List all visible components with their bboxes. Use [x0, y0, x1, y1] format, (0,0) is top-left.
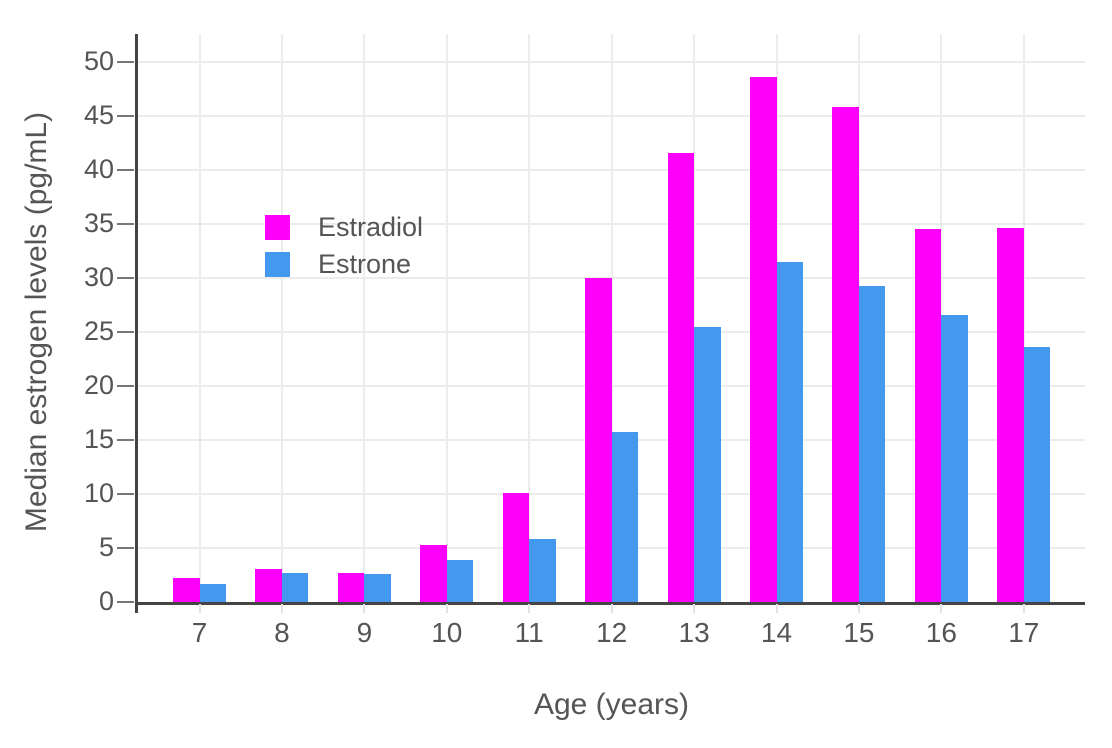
bar-estradiol-age-8[interactable] — [255, 568, 282, 602]
bar-estrone-age-17[interactable] — [1023, 347, 1051, 602]
x-tick-label-9: 9 — [356, 617, 373, 648]
gridline-x-9 — [363, 34, 366, 602]
x-tick-label-13: 13 — [678, 617, 710, 648]
y-tick-label-30: 30 — [83, 262, 114, 293]
y-tick-label-45: 45 — [83, 100, 114, 131]
legend: Estradiol Estrone — [265, 212, 424, 289]
y-tick-label-40: 40 — [83, 154, 114, 185]
gridline-x-10 — [445, 34, 448, 602]
y-tick-mark-50 — [117, 61, 134, 64]
x-tick-mark-16 — [940, 604, 943, 613]
y-tick-mark-40 — [117, 169, 134, 172]
legend-item-estradiol[interactable]: Estradiol — [265, 212, 424, 242]
y-tick-label-15: 15 — [83, 424, 114, 455]
bar-estrone-age-14[interactable] — [776, 261, 803, 602]
bar-estradiol-age-9[interactable] — [337, 572, 365, 602]
gridline-x-12 — [610, 34, 613, 602]
x-tick-label-11: 11 — [514, 617, 544, 648]
gridline-x-7 — [198, 34, 201, 602]
y-tick-label-50: 50 — [83, 46, 114, 77]
bar-estrone-age-10[interactable] — [446, 559, 474, 602]
x-tick-mark-9 — [363, 604, 366, 613]
y-tick-mark-0 — [117, 601, 134, 603]
y-tick-mark-15 — [117, 439, 134, 442]
y-tick-label-35: 35 — [83, 208, 114, 239]
bar-estradiol-age-7[interactable] — [173, 578, 200, 602]
bar-estradiol-age-16[interactable] — [914, 229, 942, 602]
y-tick-mark-20 — [117, 385, 134, 388]
x-tick-mark-7 — [198, 604, 201, 613]
y-tick-mark-35 — [117, 223, 134, 226]
x-tick-label-15: 15 — [843, 617, 875, 648]
bar-estradiol-age-13[interactable] — [667, 152, 695, 602]
x-tick-mark-8 — [280, 604, 283, 613]
x-tick-label-7: 7 — [191, 617, 208, 648]
y-axis-title: Median estrogen levels (pg/mL) — [20, 111, 53, 533]
y-tick-label-0: 0 — [98, 586, 114, 616]
bar-estradiol-age-10[interactable] — [420, 544, 447, 602]
gridline-x-11 — [528, 34, 531, 602]
x-axis-line — [135, 602, 1085, 605]
x-tick-label-10: 10 — [431, 617, 463, 648]
bar-estrone-age-8[interactable] — [281, 572, 309, 602]
y-tick-mark-10 — [117, 493, 134, 495]
x-tick-mark-12 — [610, 604, 613, 613]
x-axis-title: Age (years) — [533, 688, 690, 721]
legend-label-estradiol: Estradiol — [318, 212, 424, 242]
x-tick-mark-11 — [528, 604, 531, 613]
x-tick-label-14: 14 — [760, 617, 793, 648]
bar-estrone-age-9[interactable] — [364, 573, 391, 602]
x-tick-mark-15 — [857, 604, 860, 613]
x-tick-label-8: 8 — [274, 617, 290, 648]
y-tick-label-25: 25 — [83, 316, 114, 347]
x-tick-label-16: 16 — [925, 617, 957, 648]
bar-estrone-age-13[interactable] — [694, 326, 721, 602]
gridline-x-8 — [280, 34, 283, 602]
legend-swatch-estradiol-icon — [265, 215, 290, 240]
bar-estrone-age-15[interactable] — [858, 285, 886, 602]
y-tick-label-5: 5 — [98, 532, 114, 562]
y-axis-line — [135, 34, 138, 613]
plot-area: Estradiol Estrone 0 5 10 15 20 25 30 35 40 45 50 7 8… — [84, 34, 1085, 648]
bar-estrone-age-7[interactable] — [199, 583, 226, 602]
x-tick-label-17: 17 — [1008, 617, 1040, 648]
x-tick-label-12: 12 — [596, 617, 628, 648]
bar-estradiol-age-15[interactable] — [832, 107, 859, 602]
gridline-x-13 — [693, 34, 696, 602]
y-tick-mark-25 — [117, 331, 134, 334]
y-tick-label-10: 10 — [83, 478, 114, 508]
x-tick-mark-14 — [775, 604, 778, 613]
y-tick-mark-30 — [117, 277, 134, 280]
legend-swatch-estrone-icon — [265, 252, 290, 277]
legend-label-estrone: Estrone — [318, 249, 412, 279]
bar-estrone-age-16[interactable] — [941, 314, 968, 602]
bar-estradiol-age-12[interactable] — [585, 278, 612, 602]
bar-estrone-age-11[interactable] — [529, 539, 556, 602]
x-tick-mark-10 — [445, 604, 448, 613]
gridline-x-17 — [1022, 34, 1025, 602]
x-tick-mark-17 — [1022, 604, 1025, 613]
legend-item-estrone[interactable]: Estrone — [265, 249, 423, 279]
y-tick-mark-45 — [117, 115, 134, 118]
bar-estradiol-age-17[interactable] — [997, 228, 1024, 602]
x-tick-mark-13 — [693, 604, 696, 613]
bar-estrone-age-12[interactable] — [611, 432, 639, 602]
bar-estradiol-age-14[interactable] — [750, 77, 777, 602]
y-tick-label-20: 20 — [83, 370, 114, 401]
y-tick-mark-5 — [117, 547, 134, 549]
bar-estradiol-age-11[interactable] — [502, 492, 530, 602]
